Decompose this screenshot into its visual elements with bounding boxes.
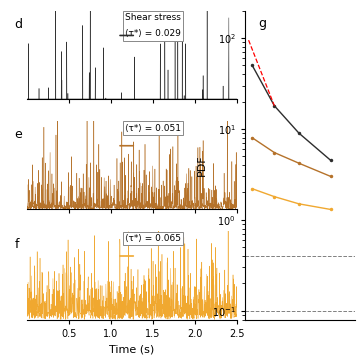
Text: ⟨τ*⟩ = 0.051: ⟨τ*⟩ = 0.051 [125,124,181,133]
Text: ⟨τ*⟩ = 0.065: ⟨τ*⟩ = 0.065 [125,234,181,243]
Text: f: f [14,238,19,251]
Text: d: d [14,18,22,31]
Y-axis label: PDF: PDF [196,154,206,176]
Text: g: g [258,17,266,30]
Text: Shear stress
⟨τ*⟩ = 0.029: Shear stress ⟨τ*⟩ = 0.029 [125,13,181,38]
X-axis label: Time (s): Time (s) [109,344,154,354]
Text: e: e [14,128,22,141]
